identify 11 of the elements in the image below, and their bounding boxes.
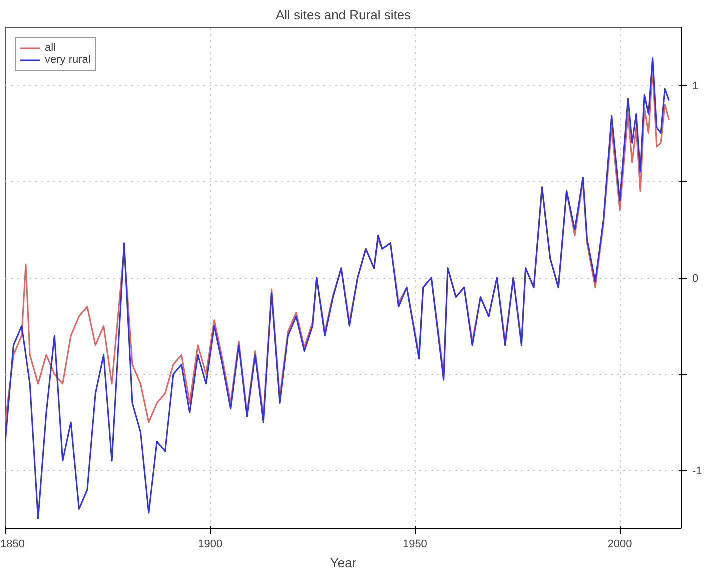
x-axis-title: Year xyxy=(330,556,358,570)
y-tick-label: 1 xyxy=(692,80,699,92)
x-tick-label: 1950 xyxy=(402,538,428,550)
x-tick-label: 2000 xyxy=(608,538,632,550)
y-tick-label: 0 xyxy=(692,273,699,285)
x-tick-label: 1900 xyxy=(198,538,223,550)
y-tick-label: -1 xyxy=(692,466,702,478)
legend-label: very rural xyxy=(45,54,91,66)
legend-label: all xyxy=(45,42,58,54)
x-tick-label: 1850 xyxy=(0,538,25,550)
chart-title: All sites and Rural sites xyxy=(276,8,412,22)
